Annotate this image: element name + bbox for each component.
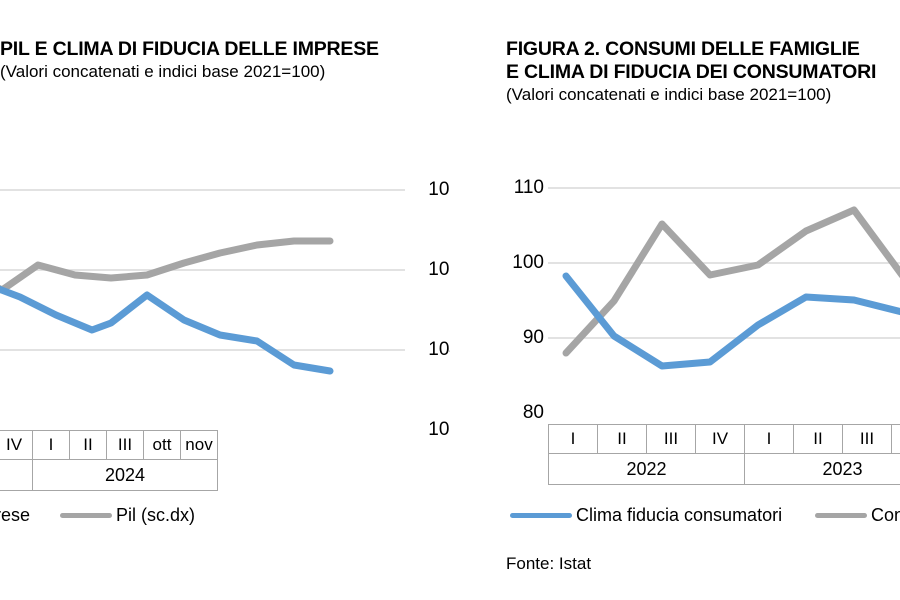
figure-left-ytick-106: 106 <box>428 259 450 280</box>
series-line-consumi-famiglie <box>562 206 900 357</box>
xaxis-tick-2023-IV: IV <box>891 424 900 454</box>
legend-label-consumi-famiglie: Consumi famiglie <box>871 505 900 525</box>
xaxis-quarter-row: IIIIVIIIIIIIVIIIIIIottnov <box>0 430 218 460</box>
xaxis-tick-2023-IV: IV <box>0 430 33 460</box>
figure-left-subtitle: (Valori concatenati e indici base 2021=1… <box>0 62 326 81</box>
figure-left-ytick-102: 102 <box>428 419 450 440</box>
xaxis-year-2022: 2022 <box>548 453 745 485</box>
figure-right-ytick-110: 110 <box>513 177 544 198</box>
figure-right-title-line1: FIGURA 2. CONSUMI DELLE FAMIGLIE <box>506 38 860 60</box>
xaxis-tick-2022-III: III <box>646 424 696 454</box>
xaxis-year-2024: 2024 <box>32 459 218 491</box>
figure-right-title-line2: E CLIMA DI FIDUCIA DEI CONSUMATORI <box>506 61 877 83</box>
figure-panel-right: FIGURA 2. CONSUMI DELLE FAMIGLIE E CLIMA… <box>500 0 900 600</box>
figure-left-plot <box>0 175 450 435</box>
figure-right-title-block: FIGURA 2. CONSUMI DELLE FAMIGLIE E CLIMA… <box>506 38 876 106</box>
legend-item-clima-imprese[interactable]: Clima fiducia imprese <box>0 505 60 525</box>
xaxis-tick-2024-ott: ott <box>143 430 181 460</box>
legend-swatch-gray-icon <box>60 512 112 518</box>
figure-left-ytick-108: 108 <box>428 179 450 200</box>
figure-left-title: PIL E CLIMA DI FIDUCIA DELLE IMPRESE <box>0 38 379 60</box>
xaxis-tick-2022-I: I <box>548 424 598 454</box>
xaxis-quarter-row: IIIIIIIVIIIIIIIVIIIIII <box>548 424 900 454</box>
figure-right-ytick-80: 80 <box>522 402 544 423</box>
legend-swatch-gray-icon <box>815 512 867 518</box>
xaxis-tick-2023-III: III <box>842 424 892 454</box>
figure-right-xaxis: IIIIIIIVIIIIIIIVIIIIII202220232024 <box>548 424 900 485</box>
xaxis-year-2023: 2023 <box>0 459 33 491</box>
figure-right-ytick-90: 90 <box>522 327 544 348</box>
xaxis-year-row: 202220232024 <box>548 453 900 485</box>
legend-label-clima-imprese: Clima fiducia imprese <box>0 505 31 525</box>
series-line-pil <box>0 237 334 294</box>
xaxis-year-row: 202220232024 <box>0 459 218 491</box>
figure-left-legend: Clima fiducia imprese Pil (sc.dx) <box>0 505 195 525</box>
figure-panel-left: PIL E CLIMA DI FIDUCIA DELLE IMPRESE (Va… <box>0 38 450 525</box>
xaxis-tick-2024-nov: nov <box>180 430 218 460</box>
series-line-clima-imprese <box>0 285 334 375</box>
legend-label-clima-consumatori: Clima fiducia consumatori <box>576 505 783 525</box>
legend-item-clima-consumatori[interactable]: Clima fiducia consumatori <box>510 505 815 525</box>
figure-left-svg <box>0 189 405 375</box>
xaxis-tick-2024-II: II <box>69 430 107 460</box>
xaxis-tick-2022-IV: IV <box>695 424 745 454</box>
figure-left-title-block: PIL E CLIMA DI FIDUCIA DELLE IMPRESE (Va… <box>0 38 379 83</box>
xaxis-year-2023: 2023 <box>744 453 900 485</box>
xaxis-tick-2024-III: III <box>106 430 144 460</box>
figure-left-xaxis: IIIIVIIIIIIIVIIIIIIottnov202220232024 <box>0 430 218 491</box>
xaxis-tick-2022-II: II <box>597 424 647 454</box>
figure-right-legend: Clima fiducia consumatori Consumi famigl… <box>510 505 900 525</box>
figure-right-source: Fonte: Istat <box>506 554 592 573</box>
xaxis-tick-2024-I: I <box>32 430 70 460</box>
legend-label-pil: Pil (sc.dx) <box>116 505 196 525</box>
figure-left-ytick-104: 104 <box>428 339 450 360</box>
figure-right-ytick-100: 100 <box>512 252 544 273</box>
series-line-clima-consumatori <box>562 272 900 370</box>
figure-right-svg <box>548 187 900 370</box>
legend-swatch-blue-icon <box>510 512 572 518</box>
figure-right-subtitle: (Valori concatenati e indici base 2021=1… <box>506 85 832 104</box>
legend-item-consumi-famiglie[interactable]: Consumi famiglie <box>815 505 900 525</box>
legend-item-pil[interactable]: Pil (sc.dx) <box>60 505 195 525</box>
xaxis-tick-2023-I: I <box>744 424 794 454</box>
figure-right-plot <box>548 175 900 425</box>
xaxis-tick-2023-II: II <box>793 424 843 454</box>
